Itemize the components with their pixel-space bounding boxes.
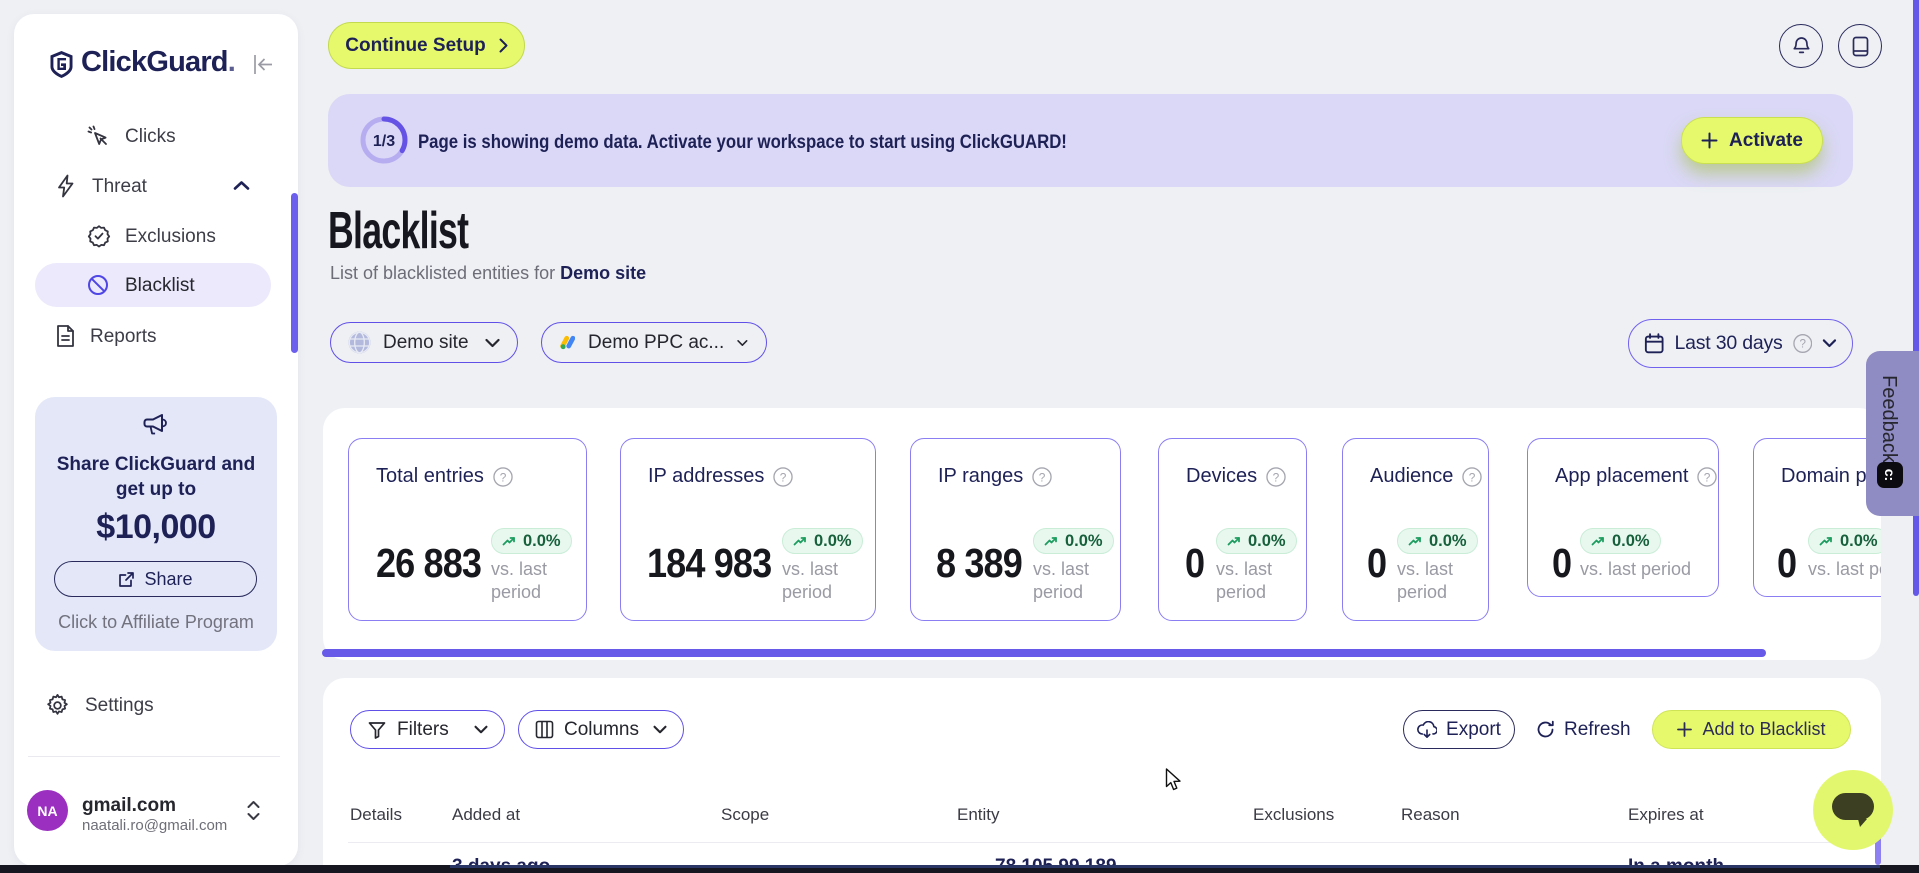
svg-text:?: ? <box>1704 470 1711 484</box>
svg-text:?: ? <box>1469 470 1476 484</box>
svg-text:1/3: 1/3 <box>373 133 395 150</box>
svg-text:?: ? <box>780 470 787 484</box>
svg-text:?: ? <box>500 470 507 484</box>
svg-text:?: ? <box>1799 338 1806 351</box>
svg-text:?: ? <box>1039 470 1046 484</box>
svg-text:?: ? <box>1273 470 1280 484</box>
